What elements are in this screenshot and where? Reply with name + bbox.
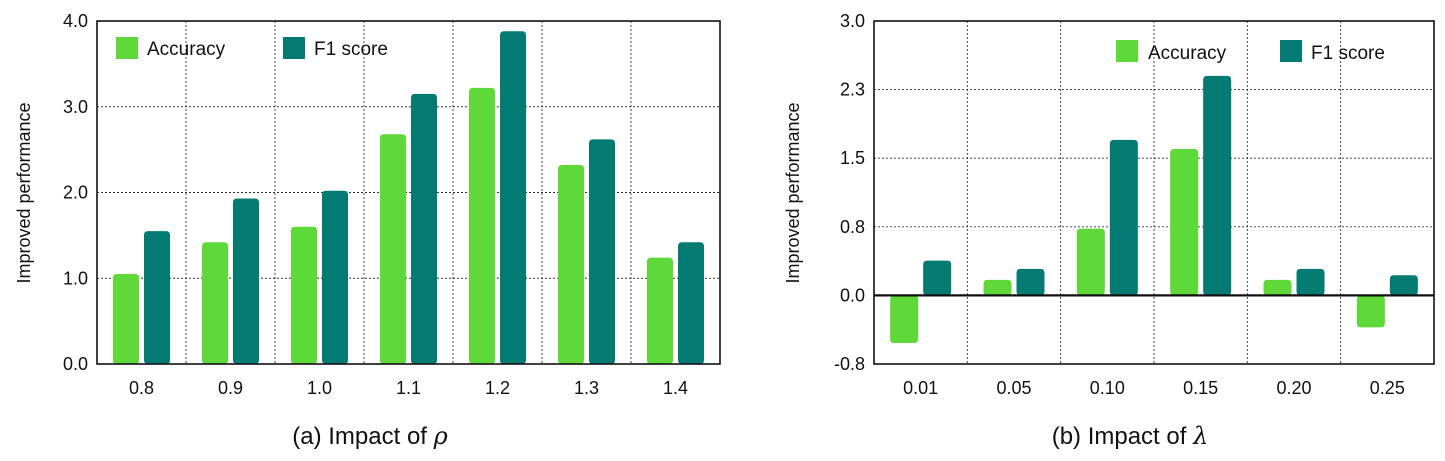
- chart-a-legend: Accuracy F1 score: [116, 37, 388, 60]
- legend-swatch-f1: [283, 37, 305, 59]
- bar-accuracy: [647, 257, 673, 364]
- y-tick-label: 3.0: [63, 97, 88, 117]
- y-tick-label: 1.0: [63, 268, 88, 288]
- bar-f1: [1016, 268, 1045, 296]
- chart-b-caption: (b) Impact of λ: [1052, 422, 1209, 450]
- chart-impact-of-lambda: -0.8 0.0 0.8 1.5 2.3 3.0 0.01 0.05 0.10 0.15 0.20…: [783, 11, 1435, 450]
- bar-accuracy: [291, 226, 317, 364]
- x-tick-label: 1.2: [485, 378, 510, 398]
- x-tick-label: 0.05: [996, 378, 1031, 398]
- bar-accuracy: [558, 165, 584, 364]
- bar-accuracy: [113, 273, 139, 364]
- legend-swatch-accuracy: [116, 37, 138, 59]
- x-tick-label: 0.8: [129, 378, 154, 398]
- y-tick-label: 3.0: [840, 11, 865, 31]
- chart-a-caption-text: (a) Impact of: [292, 423, 433, 450]
- chart-b-frame: [873, 20, 1435, 365]
- y-tick-label: 0.8: [840, 217, 865, 237]
- chart-impact-of-rho: 0.0 1.0 2.0 3.0 4.0 0.8 0.9 1.0 1.1 1.2 1.3 1.4 Im…: [14, 11, 721, 450]
- bar-f1: [233, 198, 259, 364]
- bar-f1: [1109, 139, 1138, 296]
- chart-b-caption-text: (b) Impact of: [1052, 423, 1193, 450]
- x-tick-label: 0.15: [1183, 378, 1218, 398]
- bar-accuracy: [1356, 295, 1385, 328]
- chart-a-y-ticks: 0.0 1.0 2.0 3.0 4.0: [63, 11, 88, 374]
- bar-f1: [589, 139, 615, 364]
- chart-b-gridlines: [874, 21, 1434, 364]
- y-tick-label: 1.5: [840, 148, 865, 168]
- chart-a-x-ticks: 0.8 0.9 1.0 1.1 1.2 1.3 1.4: [129, 378, 688, 398]
- bar-accuracy: [1263, 279, 1292, 296]
- bar-accuracy: [202, 242, 228, 364]
- bar-f1: [411, 93, 437, 364]
- chart-a-frame: [96, 20, 721, 365]
- bar-accuracy: [380, 134, 406, 364]
- chart-a-bars: [113, 31, 704, 364]
- bar-f1: [1203, 75, 1232, 296]
- y-tick-label: 2.0: [63, 183, 88, 203]
- bar-f1: [1389, 275, 1418, 296]
- bar-f1: [923, 260, 952, 296]
- x-tick-label: 1.1: [396, 378, 421, 398]
- x-tick-label: 0.20: [1276, 378, 1311, 398]
- bar-f1: [678, 242, 704, 364]
- x-tick-label: 1.3: [574, 378, 599, 398]
- bar-accuracy: [469, 87, 495, 364]
- legend-swatch-accuracy: [1116, 40, 1138, 62]
- chart-b-y-ticks: -0.8 0.0 0.8 1.5 2.3 3.0: [834, 11, 865, 374]
- bar-f1: [1296, 268, 1325, 296]
- chart-a-gridlines: [97, 21, 720, 364]
- legend-swatch-f1: [1280, 40, 1302, 62]
- chart-b-y-axis-label: Improved performance: [783, 102, 803, 283]
- x-tick-label: 0.01: [903, 378, 938, 398]
- chart-b-bars: [890, 75, 1418, 343]
- chart-a-caption: (a) Impact of ρ: [292, 422, 447, 450]
- chart-b-caption-symbol: λ: [1192, 422, 1208, 450]
- x-tick-label: 1.0: [307, 378, 332, 398]
- y-tick-label: 4.0: [63, 11, 88, 31]
- x-tick-label: 0.9: [218, 378, 243, 398]
- x-tick-label: 1.4: [663, 378, 688, 398]
- chart-b-x-ticks: 0.01 0.05 0.10 0.15 0.20 0.25: [903, 378, 1405, 398]
- chart-a-y-axis-label: Improved performance: [14, 102, 34, 283]
- legend-label-f1: F1 score: [1311, 43, 1385, 64]
- legend-label-f1: F1 score: [314, 39, 388, 60]
- x-tick-label: 0.25: [1370, 378, 1405, 398]
- bar-accuracy: [890, 295, 919, 343]
- bar-f1: [322, 190, 348, 364]
- legend-label-accuracy: Accuracy: [147, 39, 226, 60]
- bar-f1: [500, 31, 526, 364]
- x-tick-label: 0.10: [1090, 378, 1125, 398]
- bar-accuracy: [1170, 149, 1199, 296]
- y-tick-label: 0.0: [63, 354, 88, 374]
- bar-accuracy: [1076, 228, 1105, 296]
- y-tick-label: 0.0: [840, 285, 865, 305]
- legend-label-accuracy: Accuracy: [1148, 43, 1227, 64]
- y-tick-label: 2.3: [840, 80, 865, 100]
- y-tick-label: -0.8: [834, 354, 865, 374]
- bar-accuracy: [983, 279, 1012, 296]
- bar-f1: [144, 231, 170, 364]
- chart-b-legend: Accuracy F1 score: [1116, 40, 1385, 64]
- chart-a-caption-symbol: ρ: [433, 422, 448, 450]
